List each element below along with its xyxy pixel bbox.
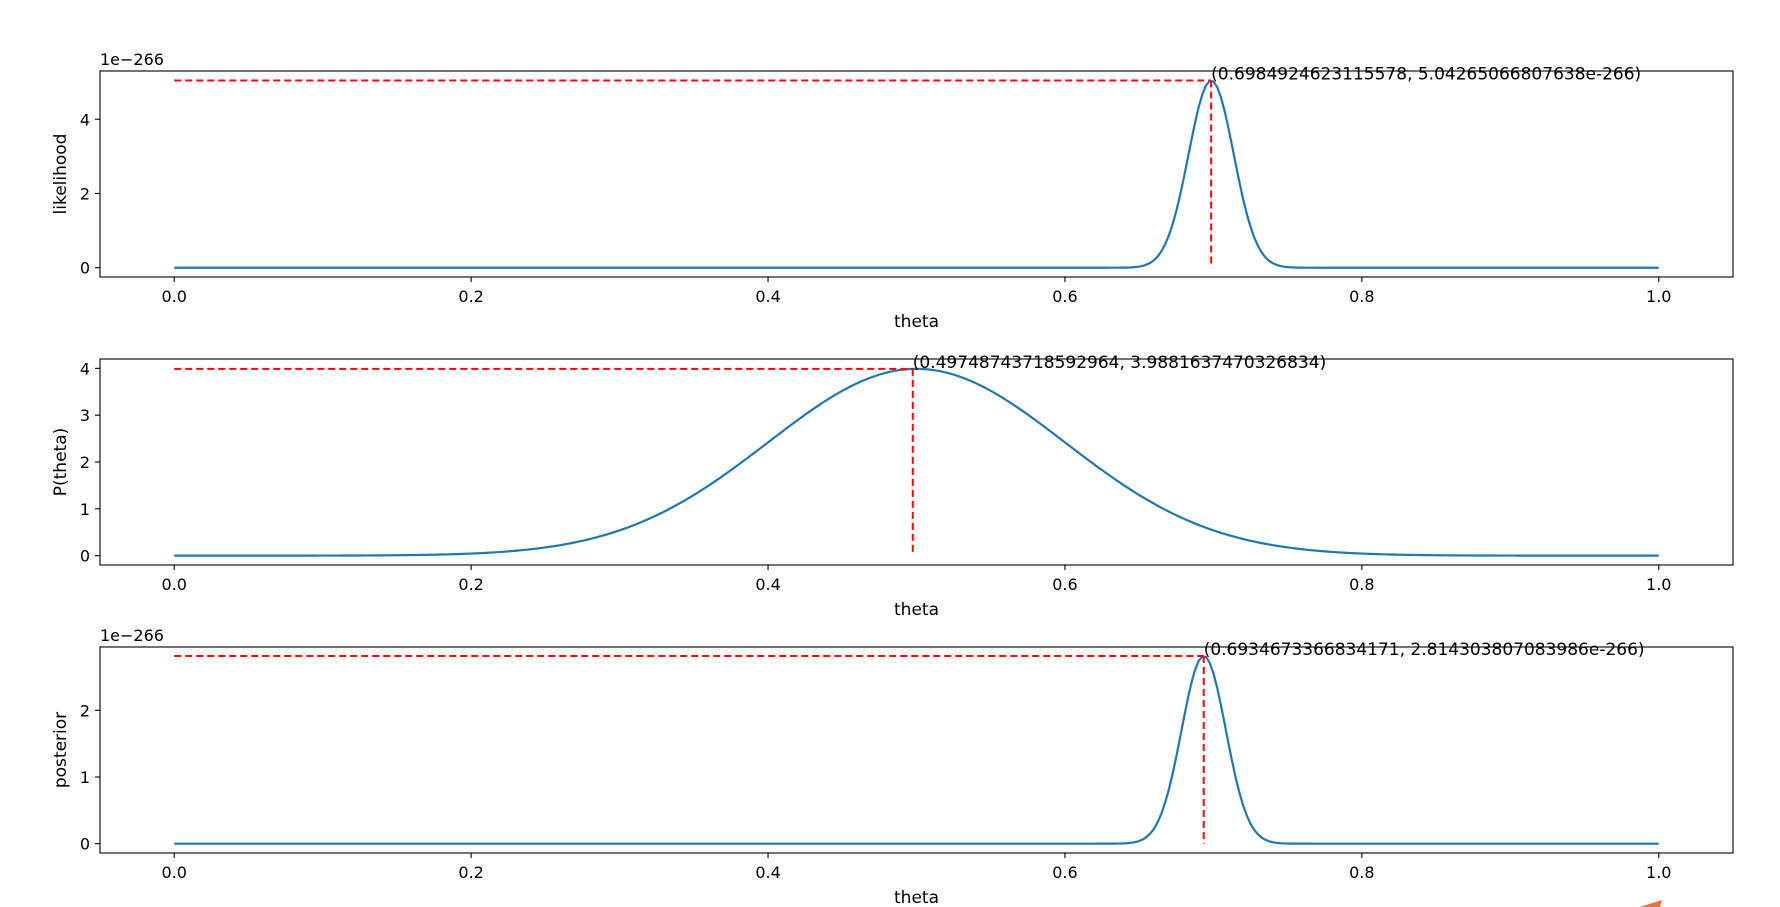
peak-annotation: (0.49748743718592964, 3.9881637470326834… — [913, 353, 1326, 373]
subplot-3: 0.0 0.2 0.4 0.6 0.8 1.0 0 1 2 theta posterior 1e−26… — [51, 626, 1734, 907]
y-tick-label: 1 — [80, 768, 90, 787]
x-tick-label: 1.0 — [1646, 863, 1671, 882]
x-tick-label: 0.2 — [458, 575, 483, 594]
x-tick-label: 0.4 — [755, 287, 780, 306]
axes-frame — [99, 70, 1734, 278]
subplot-1: 0.0 0.2 0.4 0.6 0.8 1.0 0 2 4 theta likelihood 1e−2… — [51, 50, 1734, 332]
axes-frame — [99, 646, 1734, 854]
x-axis-label: theta — [894, 312, 939, 332]
peak-annotation: (0.6934673366834171, 2.814303807083986e-… — [1204, 640, 1645, 660]
x-axis-label: theta — [894, 888, 939, 907]
x-tick-label: 0.6 — [1052, 287, 1077, 306]
y-tick-label: 0 — [80, 259, 90, 278]
y-tick-label: 2 — [80, 701, 90, 720]
y-axis-label: posterior — [51, 712, 71, 788]
x-tick-label: 0.2 — [458, 287, 483, 306]
x-tick-label: 0.6 — [1052, 575, 1077, 594]
x-tick-label: 0.0 — [162, 575, 187, 594]
x-tick-label: 1.0 — [1646, 575, 1671, 594]
x-tick-label: 0.8 — [1349, 575, 1374, 594]
x-tick-label: 0.0 — [162, 863, 187, 882]
y-axis-label: P(theta) — [51, 428, 71, 497]
x-tick-label: 0.8 — [1349, 287, 1374, 306]
data-line — [174, 655, 1659, 845]
x-tick-label: 0.4 — [755, 863, 780, 882]
y-tick-label: 0 — [80, 547, 90, 566]
x-tick-label: 1.0 — [1646, 287, 1671, 306]
y-tick-label: 0 — [80, 835, 90, 854]
data-line — [174, 367, 1659, 557]
y-offset-text: 1e−266 — [100, 50, 164, 69]
y-tick-label: 1 — [80, 500, 90, 519]
y-offset-text: 1e−266 — [100, 626, 164, 645]
y-tick-label: 2 — [80, 453, 90, 472]
y-tick-label: 4 — [80, 110, 90, 129]
x-tick-label: 0.0 — [162, 287, 187, 306]
y-tick-label: 4 — [80, 359, 90, 378]
peak-annotation: (0.6984924623115578, 5.04265066807638e-2… — [1211, 65, 1641, 85]
x-axis-label: theta — [894, 600, 939, 620]
x-tick-label: 0.6 — [1052, 863, 1077, 882]
data-line — [174, 79, 1659, 269]
y-tick-label: 3 — [80, 406, 90, 425]
corner-mark — [1640, 900, 1662, 907]
x-tick-label: 0.8 — [1349, 863, 1374, 882]
y-axis-label: likelihood — [51, 134, 71, 215]
x-tick-label: 0.4 — [755, 575, 780, 594]
x-tick-label: 0.2 — [458, 863, 483, 882]
y-tick-label: 2 — [80, 184, 90, 203]
axes-frame — [99, 358, 1734, 566]
subplot-2: 0.0 0.2 0.4 0.6 0.8 1.0 0 1 2 3 4 theta P(theta) (0.4… — [51, 353, 1734, 620]
